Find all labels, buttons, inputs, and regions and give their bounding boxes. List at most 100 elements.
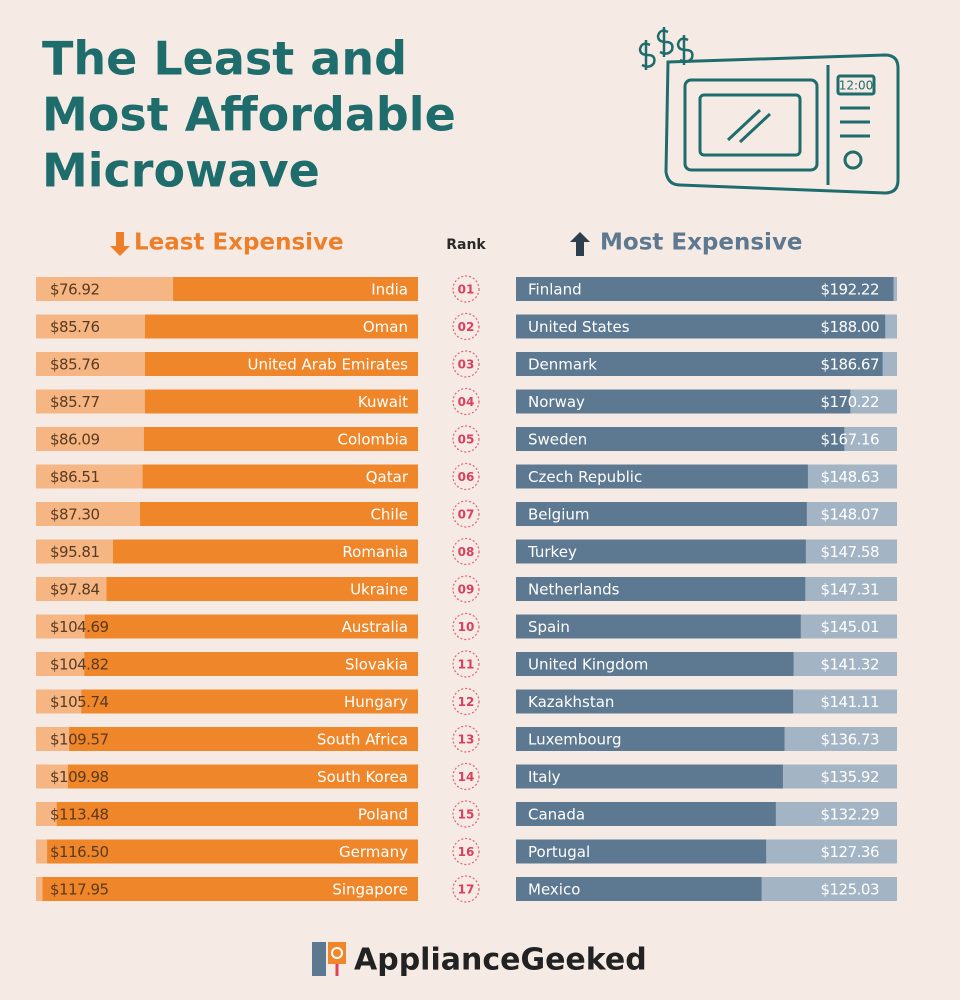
bar [516,352,883,376]
bar [516,427,845,451]
title-line: The Least and [42,32,407,86]
value-label: $127.36 [820,843,879,861]
value-label: $148.07 [820,506,879,524]
value-label: $97.84 [50,581,100,599]
rank-badge [452,350,480,378]
rank-number: 14 [458,770,475,784]
rank-badge [452,312,480,341]
bar [516,839,767,864]
value-label: $188.00 [820,318,879,336]
rank-badge [452,500,480,528]
bar [516,539,806,564]
bar [84,652,418,676]
bar [516,502,807,526]
value-label: $192.22 [820,281,879,299]
bar [516,727,785,751]
bar [42,877,419,901]
value-label: $147.58 [820,543,879,561]
value-label: $135.92 [820,768,879,786]
category-label: Germany [339,843,408,861]
rank-number: 05 [458,433,475,447]
bar [516,464,808,489]
value-label: $104.69 [50,618,109,636]
category-label: South Korea [317,768,408,786]
bar [516,764,783,789]
rank-number: 17 [458,883,475,897]
bar [67,764,418,789]
category-label: Chile [370,506,408,524]
value-label: $117.95 [50,881,109,899]
value-label: $76.92 [50,281,100,299]
value-label: $87.30 [50,506,100,524]
value-label: $148.63 [820,468,879,486]
bar [144,389,418,414]
value-label: $104.82 [50,656,109,674]
bar [113,539,419,564]
rank-number: 13 [458,733,475,747]
bar [84,614,419,639]
category-label: Singapore [332,881,408,899]
rank-badge [452,800,480,828]
bar [516,577,806,601]
category-label: United Arab Emirates [247,356,408,374]
rank-number: 16 [458,845,475,859]
bar [106,577,418,601]
category-label: Belgium [528,506,590,524]
rank-badge [452,387,480,416]
brand-logo [312,942,346,976]
category-label: Denmark [528,356,597,374]
rank-badge [452,537,480,566]
title-line: Microwave [42,144,320,198]
value-label: $167.16 [820,431,879,449]
category-label: Italy [528,768,561,786]
title-line: Most Affordable [42,88,456,142]
value-label: $116.50 [50,843,109,861]
bar [516,802,776,826]
bar [140,502,418,526]
rank-badge [452,875,480,903]
rank-number: 03 [458,358,475,372]
value-label: $109.57 [50,731,109,749]
category-label: Finland [528,281,582,299]
rank-number: 06 [458,470,475,484]
rank-badge [452,650,480,678]
bar [516,877,762,901]
value-label: $170.22 [820,393,879,411]
rank-number: 09 [458,583,475,597]
value-label: $141.32 [820,656,879,674]
rank-number: 11 [458,658,475,672]
category-label: Hungary [344,693,408,711]
bar [516,277,894,301]
bar [81,689,418,714]
left-heading: Least Expensive [134,230,344,256]
category-label: Ukraine [350,581,408,599]
category-label: Oman [363,318,408,336]
value-label: $109.98 [50,768,109,786]
rank-badge [452,725,480,753]
value-label: $147.31 [820,581,879,599]
rank-badge [452,462,480,491]
category-label: Spain [528,618,570,636]
rank-number: 01 [458,283,475,297]
brand-name: ApplianceGeeked [354,943,647,978]
rank-badge [452,575,480,603]
rank-number: 04 [458,395,475,409]
rank-badge [452,687,480,716]
bar [144,352,419,376]
down-arrow-icon [110,232,130,256]
value-label: $85.76 [50,318,100,336]
rank-badge [452,612,480,641]
bar [142,464,418,489]
clock-text: 12:00 [839,79,874,93]
value-label: $85.76 [50,356,100,374]
rank-number: 02 [458,320,475,334]
category-label: Qatar [366,468,409,486]
category-label: Mexico [528,881,580,899]
category-label: Colombia [338,431,409,449]
category-label: Luxembourg [528,731,622,749]
bar [516,389,851,414]
category-label: India [371,281,408,299]
bar [144,314,419,339]
